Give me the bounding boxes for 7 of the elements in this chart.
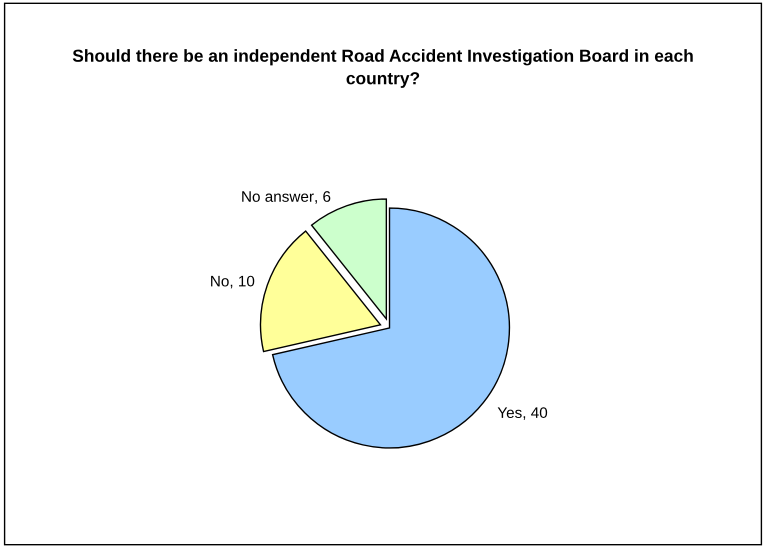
data-label: , 6 (315, 191, 330, 204)
slice-label: Yes (498, 407, 522, 418)
slice-label: No (211, 276, 229, 287)
data-label: , 40 (524, 407, 548, 420)
data-label: , 10 (230, 276, 254, 288)
chart-title: Should there be an independent Road Accident Investigation Board in each country? (72, 49, 693, 88)
slice-label: No answer (242, 191, 314, 202)
